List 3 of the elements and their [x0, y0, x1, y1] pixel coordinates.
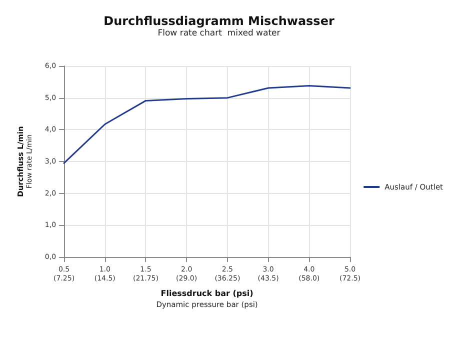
line-series	[63, 84, 351, 164]
chart-subtitle: Flow rate chart mixed water	[158, 28, 281, 38]
chart-title: Durchflussdiagramm Mischwasser	[104, 14, 334, 28]
